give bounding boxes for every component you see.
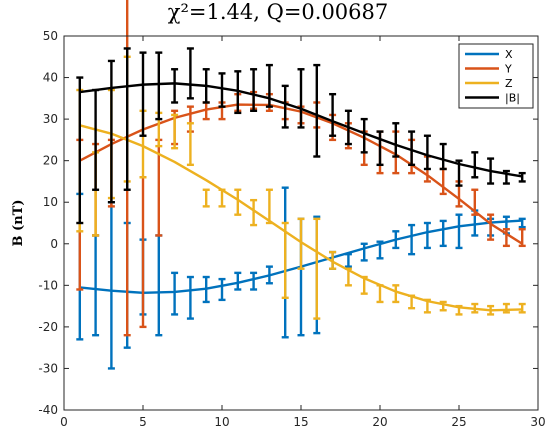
error-bar [455,304,463,316]
error-bar [344,109,352,146]
legend-label: |B| [505,92,520,105]
error-bar [139,51,147,137]
error-bar [471,188,479,216]
error-bar [107,59,115,204]
error-bar [439,142,447,171]
error-bar [155,51,163,121]
x-tick-label: 10 [214,415,229,429]
error-bar [502,302,510,314]
x-tick-label: 20 [372,415,387,429]
error-bar [423,298,431,314]
error-bar [360,242,368,262]
error-bar [408,130,416,167]
x-tick-label: 0 [60,415,68,429]
error-bar [297,217,305,270]
legend-label: X [505,48,513,61]
y-tick-label: 30 [43,112,58,126]
series-0 [76,186,526,370]
y-tick-label: -20 [38,320,58,334]
error-bar [329,92,337,137]
error-bar [360,275,368,295]
error-bar [76,76,84,225]
error-bar [234,188,242,216]
error-bar [408,294,416,310]
error-bar [265,265,273,285]
x-tick-label: 15 [293,415,308,429]
error-bar [423,221,431,250]
error-bar [408,223,416,256]
error-bar [92,88,100,191]
x-tick-label: 25 [451,415,466,429]
error-bar [518,171,526,183]
error-bar [392,122,400,158]
error-bar [487,157,495,185]
error-bar [234,271,242,291]
error-bar [171,271,179,316]
y-axis-label: B (nT) [11,200,26,247]
error-bar [392,284,400,304]
error-bar [518,228,526,248]
x-tick-label: 30 [530,415,545,429]
error-bar [123,47,131,191]
y-tick-label: 0 [50,237,58,251]
y-tick-label: -40 [38,403,58,417]
error-bar [250,198,258,227]
error-bar [344,252,352,268]
y-tick-label: 10 [43,195,58,209]
error-bar [218,188,226,208]
error-bar [360,117,368,154]
error-bar [281,221,289,299]
error-bar [344,267,352,287]
error-bar [171,68,179,104]
error-bar [423,134,431,171]
error-bar [202,188,210,208]
error-bar [297,68,305,129]
error-bar [518,302,526,314]
error-bar [471,151,479,179]
error-bar [250,68,258,113]
error-bar [502,169,510,185]
error-bar [313,63,321,158]
error-bar [392,230,400,250]
chart-title: χ²=1.44, Q=0.00687 [167,0,389,24]
legend-label: Y [504,63,512,76]
y-tick-label: 40 [43,71,58,85]
error-bar [250,271,258,291]
error-bar [218,72,226,108]
error-bar [487,304,495,316]
error-bar [265,188,273,225]
error-bar [218,277,226,302]
y-tick-label: 50 [43,29,58,43]
error-bar [281,84,289,129]
error-bar [455,213,463,250]
error-bar [234,70,242,115]
error-bar [186,122,194,167]
x-tick-label: 5 [139,415,147,429]
legend: XYZ |B| [458,43,534,109]
y-tick-label: -30 [38,361,58,375]
legend-label: Z [505,77,513,90]
error-bar [471,302,479,314]
error-bar [186,275,194,320]
error-bar [202,275,210,304]
error-bar [487,213,495,241]
error-bar [171,113,179,150]
error-bar [439,219,447,248]
series-3 [76,47,526,225]
error-bar [329,250,337,270]
error-bar [439,300,447,312]
error-bar [186,47,194,100]
error-bar [376,240,384,260]
error-bar [265,63,273,108]
error-bar [376,284,384,304]
error-bar [502,228,510,248]
error-bar [518,217,526,229]
y-tick-label: 20 [43,154,58,168]
error-bar [376,130,384,167]
error-bar [202,68,210,104]
error-bar [313,217,321,320]
y-tick-label: -10 [38,278,58,292]
error-bar [455,159,463,187]
